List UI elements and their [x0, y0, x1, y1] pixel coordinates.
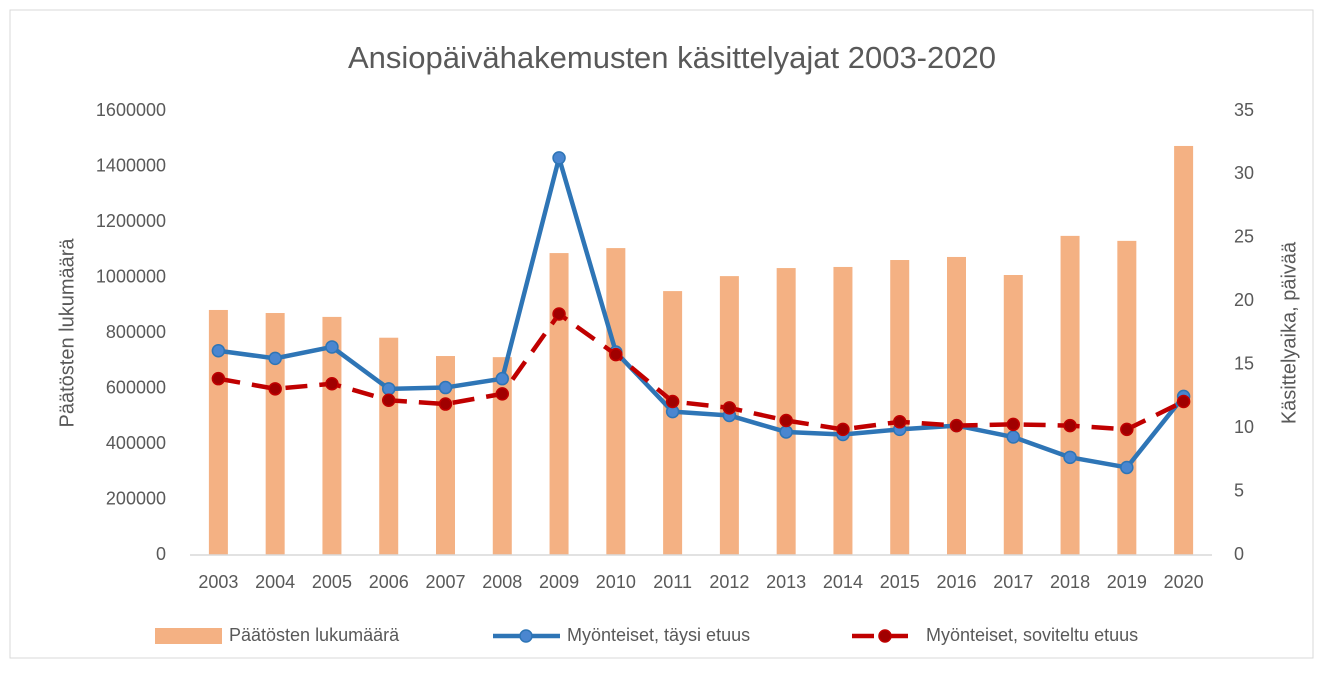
y-tick-label: 400000 [106, 433, 166, 453]
y2-tick-label: 0 [1234, 544, 1244, 564]
legend-label: Myönteiset, täysi etuus [567, 625, 750, 645]
line-marker [268, 351, 282, 366]
y2-tick-label: 25 [1234, 227, 1254, 247]
y2-tick-label: 10 [1234, 417, 1254, 437]
line-marker [1120, 460, 1134, 475]
y-tick-label: 0 [156, 544, 166, 564]
bar [1174, 145, 1194, 555]
legend-label: Päätösten lukumäärä [229, 625, 400, 645]
y-tick-label: 1400000 [96, 155, 166, 175]
legend-label: Myönteiset, soviteltu etuus [926, 625, 1138, 645]
line-marker [892, 415, 907, 429]
x-tick-label: 2011 [653, 572, 692, 592]
line-marker [325, 376, 339, 391]
y-tick-label: 200000 [106, 488, 166, 508]
line-marker [211, 344, 226, 358]
y2-tick-label: 20 [1234, 290, 1254, 310]
line-marker [495, 387, 510, 401]
bar [265, 313, 285, 555]
y-tick-label: 1200000 [96, 211, 166, 231]
bar [776, 268, 796, 555]
bar [379, 337, 399, 555]
line-marker [949, 418, 964, 433]
bar [663, 291, 683, 555]
line-marker [1063, 450, 1077, 465]
line-marker [1063, 418, 1077, 433]
x-tick-label: 2018 [1050, 572, 1090, 592]
line [218, 155, 1186, 470]
bar [208, 309, 228, 555]
x-tick-label: 2003 [198, 572, 238, 592]
line-marker [552, 151, 566, 165]
x-tick-label: 2010 [596, 572, 636, 592]
line [217, 311, 1185, 432]
x-tick-label: 2012 [709, 572, 749, 592]
x-tick-label: 2014 [823, 572, 863, 592]
bar [606, 248, 626, 555]
line-marker [836, 422, 850, 437]
bar [549, 253, 569, 555]
line-marker [381, 393, 396, 407]
line-marker [1120, 422, 1134, 437]
line-marker [779, 425, 793, 439]
x-tick-label: 2016 [936, 572, 976, 592]
line-marker [438, 380, 453, 395]
y2-tick-label: 15 [1234, 353, 1254, 373]
bar [947, 256, 966, 555]
line-marker [722, 401, 737, 415]
x-tick-label: 2004 [255, 572, 295, 592]
x-tick-label: 2020 [1164, 572, 1204, 592]
y2-tick-label: 30 [1234, 163, 1254, 183]
bar [1117, 240, 1137, 555]
bar [1003, 275, 1023, 555]
line-marker [665, 394, 680, 409]
line-marker [325, 340, 339, 354]
x-tick-label: 2013 [766, 572, 806, 592]
line-marker [1176, 394, 1191, 409]
bar [1060, 235, 1080, 555]
y2-tick-label: 35 [1234, 100, 1254, 120]
bar [890, 260, 910, 555]
line-marker [552, 307, 566, 321]
bar [492, 357, 512, 555]
line-marker [779, 413, 793, 428]
y-tick-label: 800000 [106, 322, 166, 342]
line-marker [1006, 430, 1021, 444]
line-marker [381, 382, 396, 396]
line-marker [268, 382, 282, 396]
y-axis-title: Päätösten lukumäärä [56, 238, 78, 428]
x-tick-label: 2008 [482, 572, 522, 592]
line-marker [211, 371, 226, 386]
x-tick-label: 2007 [425, 572, 465, 592]
line-marker [438, 397, 453, 411]
y2-tick-label: 5 [1234, 480, 1244, 500]
line-marker [495, 371, 510, 386]
line-marker [609, 347, 623, 362]
x-tick-label: 2005 [312, 572, 352, 592]
bar [833, 266, 853, 555]
y-tick-label: 1000000 [96, 266, 166, 286]
x-tick-label: 2015 [880, 572, 920, 592]
legend-marker [519, 629, 533, 643]
x-tick-label: 2006 [369, 572, 409, 592]
x-tick-label: 2019 [1107, 572, 1147, 592]
y-tick-label: 1600000 [96, 100, 166, 120]
legend-marker [878, 629, 892, 643]
y-tick-label: 600000 [106, 377, 166, 397]
x-tick-label: 2009 [539, 572, 579, 592]
x-tick-label: 2017 [993, 572, 1033, 592]
line-marker [1006, 417, 1021, 432]
chart-title: Ansiopäivähakemusten käsittelyajat 2003-… [348, 40, 996, 75]
legend-swatch [155, 628, 222, 644]
bar [322, 316, 342, 555]
y2-axis-title: Käsittelyaika, päivää [1278, 241, 1300, 424]
